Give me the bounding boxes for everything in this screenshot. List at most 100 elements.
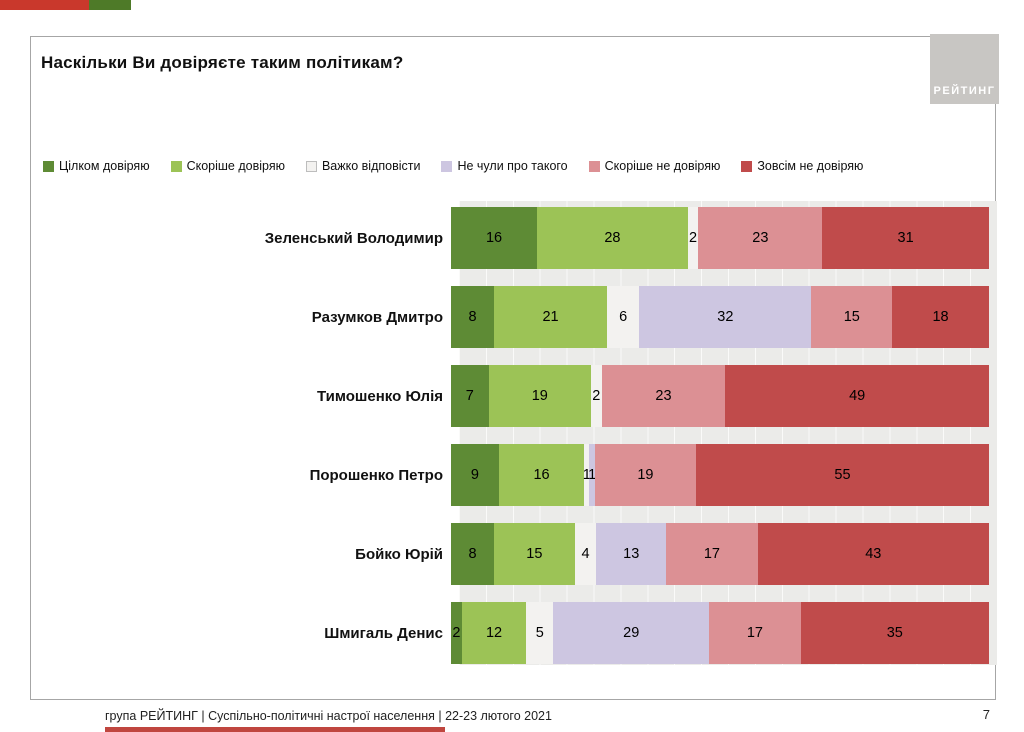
category-label: Шмигаль Денис <box>324 624 443 642</box>
legend-swatch <box>441 160 453 172</box>
bar-segment: 4 <box>574 523 597 585</box>
category-label: Порошенко Петро <box>309 466 443 484</box>
legend-item: Скоріше довіряю <box>170 159 285 173</box>
bar-segment: 49 <box>725 365 989 427</box>
bar-segment: 23 <box>601 365 726 427</box>
legend-label: Скоріше довіряю <box>186 159 285 173</box>
bar-value: 6 <box>619 309 628 325</box>
bar-segment: 2 <box>590 365 602 427</box>
category-label: Тимошенко Юлія <box>317 387 443 405</box>
bar-row: Зеленський Володимир 16 28 2 23 31 <box>41 207 997 269</box>
bar-row: Шмигаль Денис 2 12 5 29 17 35 <box>41 602 997 664</box>
bar-value: 15 <box>526 546 543 562</box>
bar-value: 4 <box>581 546 590 562</box>
bar-row: Порошенко Петро 9 16 1 1 19 55 <box>41 444 997 506</box>
bar-value: 8 <box>468 309 477 325</box>
stacked-bar: 8 15 4 13 17 43 <box>451 523 989 585</box>
bar-value: 13 <box>623 546 640 562</box>
bar-segment: 8 <box>451 286 495 348</box>
bar-value: 16 <box>485 230 503 246</box>
bar-value: 29 <box>623 625 640 641</box>
bar-segment: 12 <box>461 602 527 664</box>
legend-item: Цілком довіряю <box>43 159 150 173</box>
bar-segment: 1 <box>582 444 591 506</box>
bar-value: 2 <box>592 388 601 404</box>
bar-segment: 28 <box>537 207 688 269</box>
bar-segment: 18 <box>892 286 989 348</box>
bar-segment: 23 <box>698 207 823 269</box>
bar-segment: 16 <box>498 444 585 506</box>
bar-segment: 43 <box>757 523 989 585</box>
bar-value: 23 <box>655 388 672 404</box>
legend: Цілком довіряю Скоріше довіряю Важко відпо… <box>43 159 987 173</box>
bar-value: 17 <box>746 625 763 641</box>
bar-value: 17 <box>703 546 720 562</box>
bar-value: 19 <box>531 388 548 404</box>
bar-value: 15 <box>843 309 860 325</box>
legend-label: Цілком довіряю <box>59 159 150 173</box>
stacked-bar: 16 28 2 23 31 <box>451 207 989 269</box>
legend-label: Не чули про такого <box>457 159 568 173</box>
top-accent-strip-green <box>89 0 131 10</box>
stacked-bar: 9 16 1 1 19 55 <box>451 444 989 506</box>
bar-segment: 7 <box>451 365 489 427</box>
bar-value: 8 <box>468 546 477 562</box>
bar-segment: 13 <box>596 523 667 585</box>
category-label: Разумков Дмитро <box>311 308 443 326</box>
bar-segment: 15 <box>494 523 575 585</box>
page-number: 7 <box>982 707 990 722</box>
bar-segment: 35 <box>800 602 989 664</box>
bar-value: 23 <box>752 230 769 246</box>
legend-swatch <box>588 160 600 172</box>
legend-label: Скоріше не довіряю <box>604 159 721 173</box>
bar-value: 5 <box>535 625 544 641</box>
bar-segment: 19 <box>488 365 591 427</box>
rating-logo: РЕЙТИНГ <box>930 34 999 104</box>
bar-value: 7 <box>465 388 474 404</box>
legend-swatch <box>43 160 54 172</box>
bar-segment: 55 <box>695 444 989 506</box>
bar-segment: 19 <box>594 444 696 506</box>
bar-value: 28 <box>604 230 621 246</box>
legend-item: Не чули про такого <box>441 159 568 173</box>
bar-segment: 1 <box>588 444 597 506</box>
bar-value: 31 <box>897 230 914 246</box>
plot-area <box>459 201 997 665</box>
bar-segment: 32 <box>639 286 812 348</box>
bar-rows: Зеленський Володимир 16 28 2 23 31 Разумков Дм… <box>41 207 997 681</box>
bar-value: 9 <box>470 467 479 483</box>
bar-value: 19 <box>637 467 654 483</box>
bar-segment: 9 <box>451 444 499 506</box>
bar-segment: 17 <box>666 523 758 585</box>
legend-swatch <box>741 160 753 172</box>
legend-label: Важко відповісти <box>321 159 421 173</box>
bar-value: 35 <box>886 625 903 641</box>
footer-source-text: група РЕЙТИНГ | Суспільно-політичні наст… <box>105 709 552 723</box>
stacked-bar: 7 19 2 23 49 <box>451 365 989 427</box>
bar-value: 1 <box>582 467 591 483</box>
bar-value: 32 <box>717 309 734 325</box>
legend-label: Зовсім не довіряю <box>757 159 864 173</box>
slide-card: Наскільки Ви довіряєте таким політикам? … <box>30 34 999 700</box>
legend-item: Зовсім не довіряю <box>741 159 863 173</box>
bar-segment: 17 <box>709 602 801 664</box>
bar-value: 2 <box>452 625 461 641</box>
bar-value: 49 <box>849 388 866 404</box>
stacked-bar: 8 21 6 32 15 18 <box>451 286 989 348</box>
bar-value: 1 <box>588 467 597 483</box>
bar-value: 43 <box>865 546 882 562</box>
category-label: Зеленський Володимир <box>264 229 443 247</box>
bar-value: 16 <box>533 467 550 483</box>
bar-row: Тимошенко Юлія 7 19 2 23 49 <box>41 365 997 427</box>
bar-segment: 2 <box>451 602 462 664</box>
bottom-accent-strip <box>105 727 445 732</box>
bar-row: Бойко Юрій 8 15 4 13 17 43 <box>41 523 997 585</box>
legend-swatch <box>305 160 317 172</box>
top-accent-strip-red <box>0 0 89 10</box>
bar-segment: 5 <box>526 602 554 664</box>
bar-segment: 2 <box>687 207 699 269</box>
rating-logo-text: РЕЙТИНГ <box>933 85 996 97</box>
bar-segment: 31 <box>822 207 989 269</box>
bar-row: Разумков Дмитро 8 21 6 32 15 18 <box>41 286 997 348</box>
legend-swatch <box>170 160 182 172</box>
